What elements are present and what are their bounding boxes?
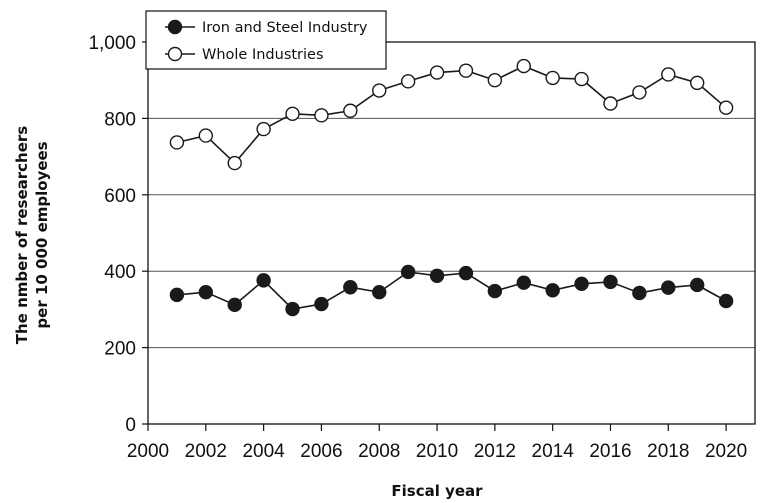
x-tick-label: 2012 xyxy=(474,441,516,462)
data-point xyxy=(169,135,185,150)
x-tick-label: 2004 xyxy=(242,441,285,462)
x-axis-title: Fiscal year xyxy=(391,482,483,500)
data-point xyxy=(198,128,214,143)
legend-marker-whole-industries xyxy=(167,46,183,62)
data-point xyxy=(400,74,416,89)
x-tick-label: 2000 xyxy=(127,441,169,462)
data-point xyxy=(487,72,503,88)
legend-label-iron-steel: Iron and Steel Industry xyxy=(202,20,368,36)
x-tick-label: 2016 xyxy=(589,441,631,462)
x-tick-label: 2008 xyxy=(358,441,400,462)
data-point xyxy=(458,63,474,78)
data-point xyxy=(314,108,329,123)
data-point xyxy=(372,285,387,300)
data-point xyxy=(661,67,676,82)
data-point xyxy=(689,75,705,91)
gridlines xyxy=(148,117,755,349)
data-point xyxy=(400,264,416,280)
data-point xyxy=(429,268,445,283)
data-point xyxy=(487,283,503,299)
data-point xyxy=(285,301,300,317)
legend-marker-iron-steel xyxy=(167,19,183,35)
y-tick-label: 200 xyxy=(104,339,136,360)
data-point xyxy=(198,285,214,300)
x-tick-label: 2018 xyxy=(647,441,689,462)
data-point xyxy=(632,85,647,100)
data-point xyxy=(574,276,589,292)
x-tick-label: 2014 xyxy=(532,441,575,462)
series-iron-steel xyxy=(169,264,734,317)
x-tick-label: 2020 xyxy=(705,441,747,462)
data-point xyxy=(603,96,618,111)
data-point xyxy=(343,103,358,118)
legend: Iron and Steel Industry Whole Industries xyxy=(145,10,387,70)
data-point xyxy=(516,275,531,290)
series-group xyxy=(169,58,734,317)
y-tick-label: 800 xyxy=(104,109,136,130)
data-point xyxy=(516,58,531,74)
data-point xyxy=(372,83,387,98)
data-point xyxy=(285,106,300,122)
data-point xyxy=(545,70,560,86)
y-tick-label: 600 xyxy=(104,186,136,207)
data-point xyxy=(632,285,647,301)
y-tick-label: 1,000 xyxy=(88,33,136,54)
legend-label-whole-industries: Whole Industries xyxy=(202,47,324,63)
data-point xyxy=(661,280,676,295)
series-whole-industries xyxy=(169,58,734,171)
data-point xyxy=(603,274,618,290)
x-tick-label: 2010 xyxy=(416,441,458,462)
data-point xyxy=(227,297,242,313)
y-axis-title-line-2: per 10 000 employees xyxy=(33,141,51,328)
data-point xyxy=(227,155,242,171)
x-tick-label: 2002 xyxy=(185,441,227,462)
series-line xyxy=(176,65,727,165)
y-tick-label: 0 xyxy=(125,415,136,436)
data-point xyxy=(574,71,589,87)
x-tick-label: 2006 xyxy=(300,441,342,462)
y-tick-label: 400 xyxy=(104,262,136,283)
x-axis: 2000 2002 2004 2006 2008 2010 2012 2014 2016 2018… xyxy=(127,424,747,462)
data-point xyxy=(429,65,445,80)
data-point xyxy=(256,121,271,137)
data-point xyxy=(169,287,185,303)
data-point xyxy=(689,277,705,293)
data-point xyxy=(343,280,358,295)
data-point xyxy=(458,265,474,281)
data-point xyxy=(718,293,734,309)
data-point xyxy=(256,273,271,288)
legend-box xyxy=(145,10,387,70)
data-point xyxy=(545,283,560,298)
y-axis-title-line-1: The nmber of researchers xyxy=(13,126,31,345)
plot-area-frame xyxy=(147,41,756,425)
data-point xyxy=(718,100,734,115)
y-axis: 0 200 400 600 800 1,000 xyxy=(88,33,148,436)
data-point xyxy=(314,296,329,312)
